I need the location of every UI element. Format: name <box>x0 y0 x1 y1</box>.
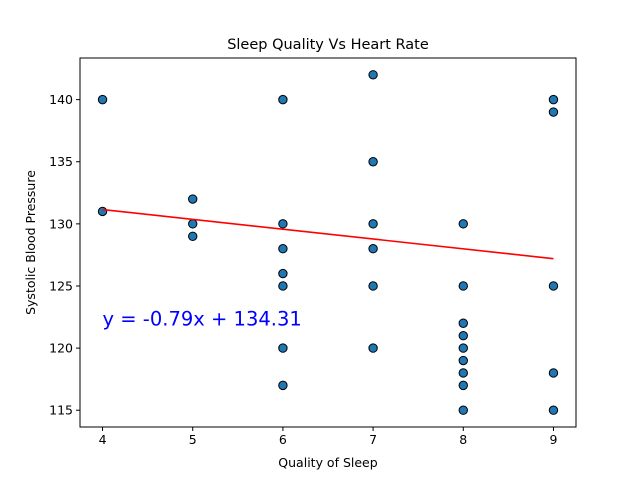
regression-equation: y = -0.79x + 134.31 <box>103 308 302 331</box>
y-tick-label: 115 <box>49 403 73 418</box>
data-point <box>458 355 468 366</box>
data-point <box>368 70 378 80</box>
x-tick-label: 9 <box>549 432 557 447</box>
data-point <box>548 281 559 291</box>
x-tick-label: 7 <box>369 432 377 447</box>
data-point <box>548 368 559 378</box>
data-point <box>278 281 288 291</box>
y-tick-label: 125 <box>49 278 73 293</box>
data-point <box>97 206 108 217</box>
data-point <box>368 219 378 229</box>
data-point <box>278 94 288 105</box>
y-tick-label: 135 <box>49 154 73 169</box>
data-point <box>548 94 559 105</box>
data-point <box>458 330 468 341</box>
y-axis-label: Systolic Blood Pressure <box>23 170 38 315</box>
y-tick-label: 140 <box>49 92 73 107</box>
chart-title: Sleep Quality Vs Heart Rate <box>227 37 429 53</box>
data-point <box>548 107 559 117</box>
y-tick-label: 130 <box>49 216 73 231</box>
data-point <box>458 368 468 378</box>
data-point <box>458 318 468 328</box>
data-point <box>458 219 468 229</box>
x-tick-label: 4 <box>99 432 107 447</box>
data-point <box>458 380 468 391</box>
regression-line <box>102 208 554 260</box>
data-point <box>278 244 288 254</box>
data-point <box>368 157 378 167</box>
y-tick-label: 120 <box>49 341 73 356</box>
x-tick-label: 8 <box>459 432 467 447</box>
data-point <box>97 94 108 105</box>
data-point <box>278 219 288 229</box>
data-point <box>278 268 288 279</box>
data-point <box>278 380 288 391</box>
x-tick-label: 6 <box>279 432 287 447</box>
data-point <box>368 281 378 291</box>
x-tick-label: 5 <box>189 432 197 447</box>
data-point <box>278 343 288 353</box>
data-point <box>458 405 468 415</box>
data-point <box>188 219 198 229</box>
data-point <box>368 343 378 353</box>
data-point <box>188 194 198 204</box>
data-point <box>188 231 198 241</box>
data-point <box>548 405 559 415</box>
data-point <box>368 244 378 254</box>
axes-frame <box>79 57 577 428</box>
x-axis-label: Quality of Sleep <box>278 455 377 470</box>
data-point <box>458 281 468 291</box>
data-point <box>458 343 468 353</box>
plot-area <box>97 70 559 415</box>
